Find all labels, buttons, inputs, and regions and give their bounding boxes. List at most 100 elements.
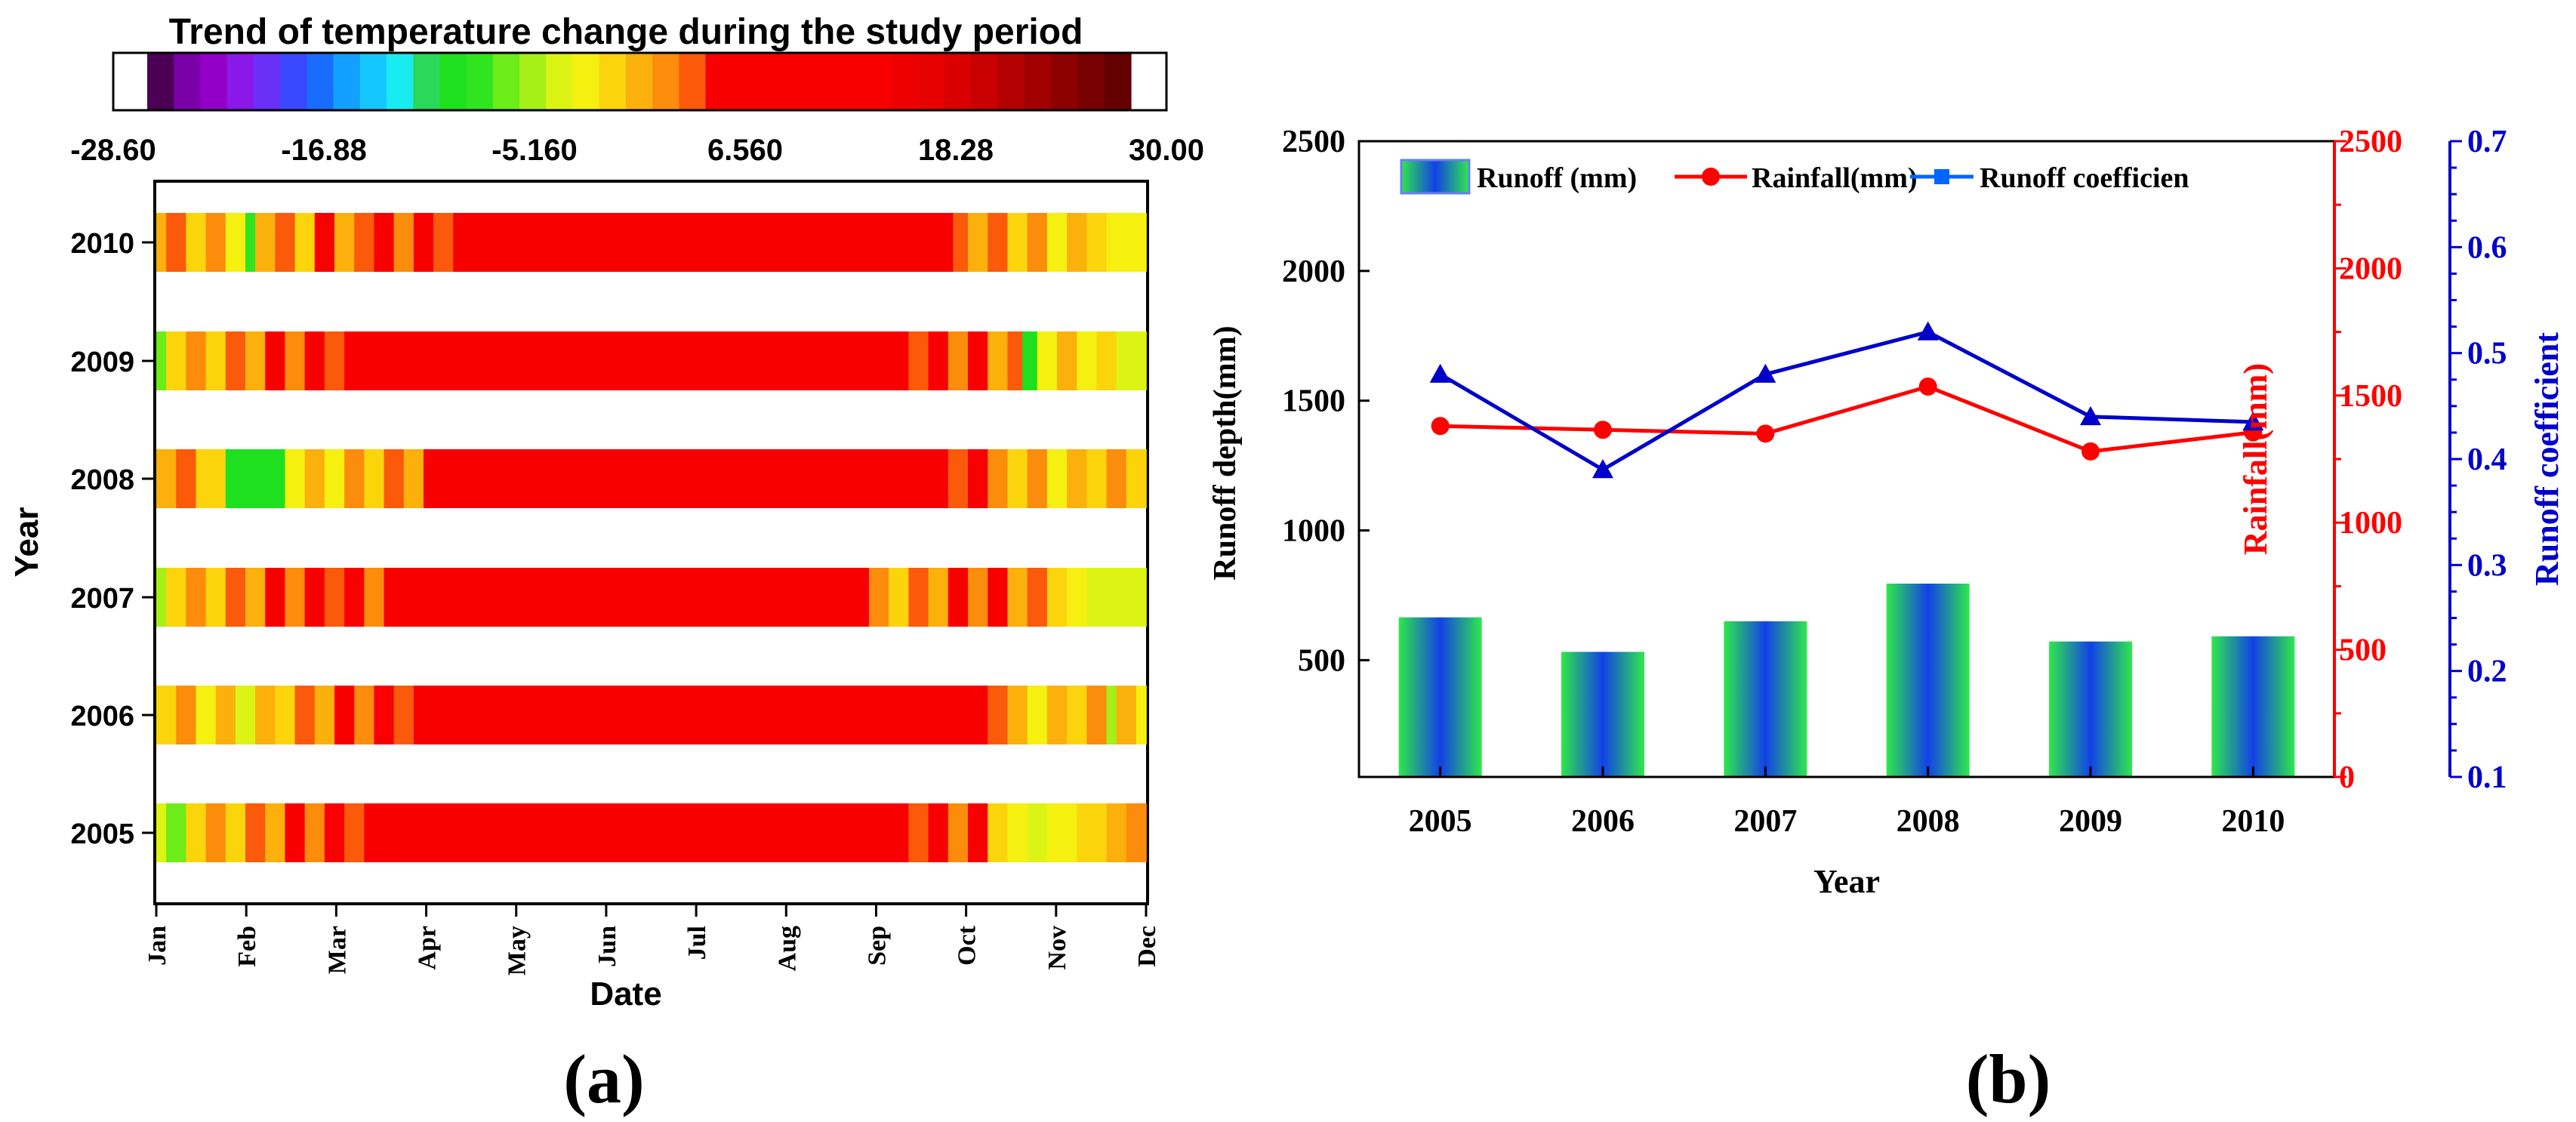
heatmap-cell: [1086, 213, 1108, 272]
month-tick-label: Jan: [143, 926, 171, 966]
heatmap-cell: [225, 449, 286, 508]
heatmap-cell: [948, 449, 969, 508]
combo-legend: Runoff (mm) Rainfall(mm) Runoff coeffici…: [1400, 159, 2189, 195]
heatmap-cell: [953, 213, 969, 272]
year-tick-label: 2008: [1897, 804, 1960, 839]
heatmap-cell: [928, 568, 949, 627]
heatmap-cell: [423, 449, 444, 508]
colorbar-swatch: [200, 54, 228, 109]
heatmap-cell: [928, 331, 949, 390]
heatmap-cell: [334, 686, 355, 744]
combo-x-axis-label: Year: [1813, 863, 1880, 900]
heatmap-cell: [324, 449, 345, 508]
coefficient-point: [1755, 363, 1776, 383]
year-tick-label: 2007: [70, 583, 134, 615]
legend-coefficient-label: Runoff coefficien: [1980, 162, 2189, 194]
heatmap-cell: [453, 213, 504, 272]
colorbar-tick-label: 18.28: [918, 134, 994, 167]
month-tick-label: Apr: [414, 926, 442, 970]
heatmap-cell: [502, 213, 954, 272]
heatmap-cell: [473, 449, 949, 508]
colorbar-swatch: [1051, 54, 1079, 109]
heatmap-cell: [304, 803, 325, 862]
heatmap-row-2009: [156, 331, 1147, 390]
colorbar-swatch: [732, 54, 760, 109]
colorbar-swatch: [758, 54, 786, 109]
year-tick-label: 2010: [70, 228, 134, 260]
heatmap-cell: [433, 803, 910, 862]
coefficient-tick-label: 0.2: [2467, 655, 2507, 689]
heatmap-cell: [988, 331, 1009, 390]
heatmap-cell: [1022, 331, 1038, 390]
heatmap-cell: [205, 331, 226, 390]
heatmap-cell: [1027, 686, 1048, 744]
heatmap-cell: [1007, 449, 1028, 508]
heatmap-cell: [413, 686, 444, 744]
legend-runoff-label: Runoff (mm): [1477, 162, 1637, 194]
rainfall-axis-ticks: 0 500 1000 1500 2000 2500: [2334, 125, 2402, 795]
coefficient-line: [1439, 329, 2254, 472]
runoff-depth-axis-ticks: 500 1000 1500 2000 2500: [1282, 125, 1370, 678]
heatmap-cell: [364, 449, 385, 508]
heatmap-cell: [255, 686, 276, 744]
heatmap-title: Trend of temperature change during the s…: [169, 12, 1083, 52]
heatmap-cell: [1046, 213, 1068, 272]
colorbar-tick-labels: -28.60 -16.88 -5.160 6.560 18.28 30.00: [70, 134, 1204, 167]
rainfall-tick-label: 2500: [2339, 125, 2402, 159]
heatmap-cell: [968, 568, 989, 627]
heatmap-cell: [304, 449, 325, 508]
heatmap-cell: [1027, 803, 1048, 862]
runoff-depth-tick-label: 2000: [1282, 254, 1345, 289]
runoff-bars: [1398, 583, 2295, 777]
colorbar-tick-label: -5.160: [491, 134, 577, 167]
colorbar-swatch: [812, 54, 840, 109]
heatmap-cell: [1106, 686, 1117, 744]
heatmap-cell: [275, 686, 296, 744]
heatmap-row-2010: [156, 213, 1147, 272]
heatmap-cell: [968, 213, 989, 272]
colorbar-swatch: [892, 54, 919, 109]
coefficient-axis-label: Runoff coefficient: [2528, 332, 2565, 586]
heatmap-cell: [1126, 449, 1147, 508]
colorbar-swatch: [918, 54, 946, 109]
runoff-depth-tick-label: 2500: [1282, 125, 1345, 159]
rainfall-tick-label: 500: [2339, 633, 2386, 668]
month-tick-label: Aug: [773, 926, 801, 971]
heatmap-cell: [384, 568, 414, 627]
colorbar-swatch: [971, 54, 999, 109]
heatmap-cell: [1096, 331, 1117, 390]
heatmap-cell: [988, 449, 1009, 508]
heatmap-cell: [176, 686, 197, 744]
heatmap-cell: [245, 568, 267, 627]
heatmap-cell: [1007, 568, 1028, 627]
rainfall-point: [1594, 421, 1612, 439]
runoff-rainfall-panel: 500 1000 1500 2000 2500 0 500 1000 1500 2000 2500…: [1208, 125, 2565, 900]
heatmap-cell: [225, 213, 246, 272]
year-tick-label: 2006: [1571, 804, 1635, 839]
month-tick-label: Feb: [233, 926, 261, 967]
coefficient-tick-label: 0.3: [2467, 548, 2507, 583]
heatmap-cell: [156, 449, 177, 508]
colorbar-swatch: [864, 54, 892, 109]
heatmap-cell: [324, 568, 345, 627]
heatmap-cell: [245, 213, 256, 272]
coefficient-point: [1429, 363, 1451, 383]
heatmap-cell: [205, 213, 226, 272]
coefficient-point: [1917, 321, 1939, 341]
heatmap-cell: [304, 331, 325, 390]
legend-coefficient-marker: [1934, 169, 1949, 184]
rainfall-line: [1440, 384, 2254, 454]
legend-rainfall-label: Rainfall(mm): [1752, 162, 1918, 194]
colorbar-swatch: [307, 54, 334, 109]
heatmap-row-2008: [156, 449, 1147, 508]
heatmap-cell: [1067, 213, 1088, 272]
heatmap-x-axis-label: Date: [590, 976, 661, 1013]
heatmap-cell: [928, 803, 949, 862]
year-tick-label: 2010: [2221, 804, 2285, 839]
runoff-bar: [2049, 641, 2132, 777]
runoff-depth-tick-label: 500: [1298, 643, 1345, 678]
heatmap-cell: [324, 331, 345, 390]
heatmap-cell: [354, 686, 375, 744]
coefficient-point: [2080, 405, 2101, 426]
